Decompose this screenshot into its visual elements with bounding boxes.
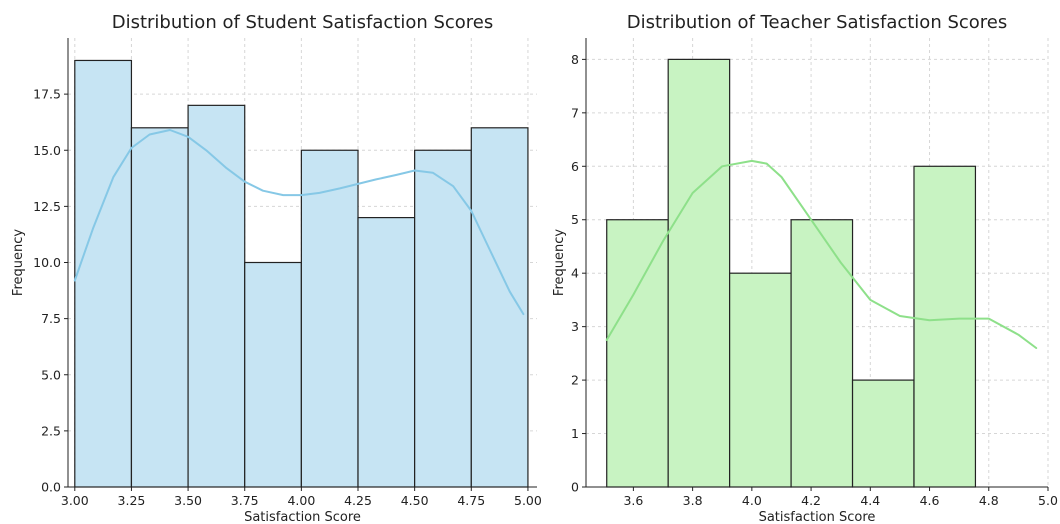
teacher-y-axis-label: Frequency (552, 229, 567, 296)
histogram-bar (606, 219, 669, 488)
x-tick-label: 4.00 (287, 493, 315, 508)
histogram-bar (130, 127, 189, 488)
student-y-axis-label: Frequency (11, 229, 26, 296)
x-tick-label: 5.0 (1038, 493, 1058, 508)
x-tick-label: 4.50 (401, 493, 429, 508)
x-tick-label: 3.25 (118, 493, 146, 508)
y-tick-label: 1 (571, 426, 579, 441)
x-tick-label: 3.00 (61, 493, 89, 508)
histogram-bar (187, 104, 246, 488)
x-tick-label: 4.25 (344, 493, 372, 508)
histogram-bar (667, 58, 731, 488)
student-histogram-panel: 3.00 3.25 3.50 3.75 4.00 4.25 4.50 4.75 5.00 0.0 2… (11, 12, 542, 524)
x-tick-label: 3.50 (174, 493, 202, 508)
kde-curve (73, 129, 525, 316)
histogram-bar (357, 217, 416, 488)
x-tick-label: 4.4 (860, 493, 880, 508)
y-tick-label: 6 (571, 159, 579, 174)
histogram-bar (851, 379, 915, 488)
y-tick-label: 5.0 (41, 367, 61, 382)
y-tick-label: 4 (571, 266, 579, 281)
histogram-bar (300, 149, 359, 488)
x-tick-label: 4.0 (742, 493, 762, 508)
x-tick-label: 4.6 (920, 493, 940, 508)
y-tick-label: 5 (571, 212, 579, 227)
y-tick-label: 8 (571, 52, 579, 67)
x-tick-label: 3.6 (623, 493, 643, 508)
y-tick-label: 7.5 (41, 311, 61, 326)
kde-curve (605, 159, 1038, 349)
histogram-bar (74, 59, 133, 488)
student-x-axis-label: Satisfaction Score (244, 510, 361, 524)
y-tick-label: 3 (571, 319, 579, 334)
histogram-bar (244, 261, 302, 488)
histogram-bar (729, 272, 792, 488)
histogram-bar (414, 149, 472, 488)
y-tick-label: 2.5 (41, 423, 61, 438)
x-tick-label: 3.8 (683, 493, 703, 508)
histogram-bar (913, 165, 977, 488)
x-tick-label: 4.75 (457, 493, 485, 508)
histogram-bar (790, 219, 854, 488)
y-tick-label: 7 (571, 105, 579, 120)
y-tick-label: 10.0 (33, 255, 61, 270)
y-tick-label: 0.0 (41, 480, 61, 495)
teacher-histogram-panel: 3.6 3.8 4.0 4.2 4.4 4.6 4.8 5.0 0 1 2 3 4 5 6 7 8 Distrib… (552, 12, 1058, 524)
teacher-chart-title: Distribution of Teacher Satisfaction Sco… (627, 12, 1008, 33)
y-tick-label: 17.5 (33, 87, 61, 102)
x-tick-label: 4.8 (979, 493, 999, 508)
y-tick-label: 2 (571, 373, 579, 388)
student-chart-title: Distribution of Student Satisfaction Sco… (112, 12, 494, 33)
teacher-x-axis-label: Satisfaction Score (759, 510, 876, 524)
y-tick-label: 0 (571, 480, 579, 495)
x-tick-label: 5.00 (514, 493, 542, 508)
x-tick-label: 3.75 (231, 493, 259, 508)
y-tick-label: 12.5 (33, 199, 61, 214)
x-tick-label: 4.2 (801, 493, 821, 508)
y-tick-label: 15.0 (33, 143, 61, 158)
